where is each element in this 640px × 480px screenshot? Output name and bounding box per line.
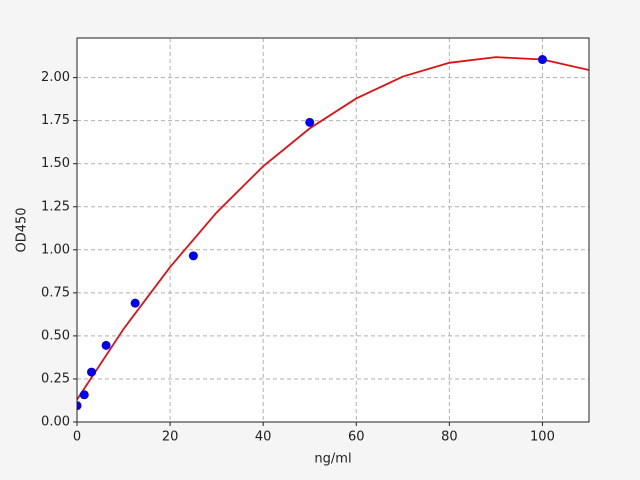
data-point — [77, 401, 82, 411]
data-point — [188, 251, 198, 261]
plot-frame — [76, 37, 590, 423]
y-tick-label: 0.00 — [41, 415, 70, 430]
data-point — [87, 367, 97, 377]
x-tick-label: 40 — [255, 430, 272, 445]
y-tick-label: 1.25 — [41, 199, 70, 214]
plot-area — [77, 38, 589, 422]
fit-curve — [77, 56, 589, 401]
x-tick-label: 0 — [73, 430, 81, 445]
y-tick-label: 1.75 — [41, 113, 70, 128]
x-tick-label: 20 — [162, 430, 179, 445]
x-tick-label: 80 — [441, 430, 458, 445]
y-tick-label: 0.75 — [41, 285, 70, 300]
y-tick-label: 1.00 — [41, 242, 70, 257]
x-tick-label: 60 — [348, 430, 365, 445]
data-point — [537, 55, 547, 65]
y-tick-label: 2.00 — [41, 70, 70, 85]
y-tick-label: 0.50 — [41, 328, 70, 343]
y-tick-label: 1.50 — [41, 156, 70, 171]
data-point — [79, 390, 89, 400]
y-axis-label: OD450 — [15, 207, 30, 252]
x-axis-label: ng/ml — [314, 452, 351, 467]
data-point — [305, 117, 315, 127]
x-tick-label: 100 — [530, 430, 555, 445]
data-point — [101, 340, 111, 350]
y-tick-label: 0.25 — [41, 371, 70, 386]
data-point — [130, 298, 140, 308]
